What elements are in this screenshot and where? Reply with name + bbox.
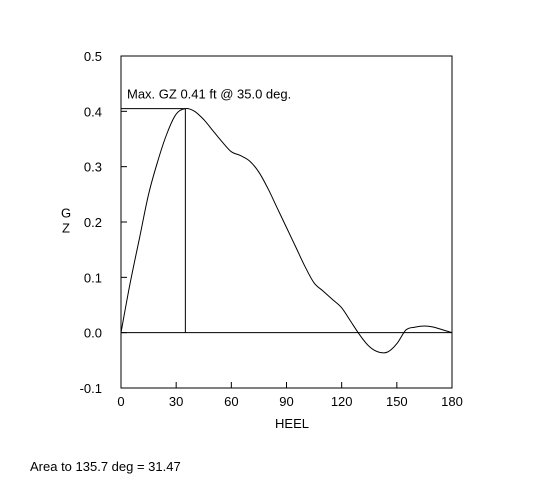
y-axis-ticks: -0.1 0.0 0.1 0.2 0.3 0.4 0.5 [80,49,127,396]
y-tick-label: 0.2 [84,215,102,230]
annotation-layer: Max. GZ 0.41 ft @ 35.0 deg. [121,87,291,333]
y-tick-label: 0.5 [84,49,102,64]
area-readout: Area to 135.7 deg = 31.47 [30,459,181,474]
x-tick-label: 120 [331,394,353,409]
x-tick-label: 0 [117,394,124,409]
y-tick-label: 0.4 [84,104,102,119]
y-tick-label: 0.1 [84,270,102,285]
max-gz-label: Max. GZ 0.41 ft @ 35.0 deg. [127,87,291,102]
y-axis-title-letter: Z [62,221,70,236]
series-layer [120,107,453,354]
y-tick-label: 0.3 [84,160,102,175]
y-tick-label: 0.0 [84,326,102,341]
x-tick-label: 90 [279,394,293,409]
y-axis-title-letter: G [61,206,71,221]
y-axis-title: GZ [61,206,71,236]
x-tick-label: 30 [169,394,183,409]
x-tick-label: 60 [224,394,238,409]
gz-curve-line [120,107,453,354]
x-axis-title: HEEL [275,416,309,431]
x-tick-label: 180 [441,394,463,409]
x-axis-ticks: 0 30 60 90 120 150 180 [117,382,463,409]
plot-frame [120,55,453,389]
x-tick-label: 150 [386,394,408,409]
y-tick-label: -0.1 [80,381,102,396]
